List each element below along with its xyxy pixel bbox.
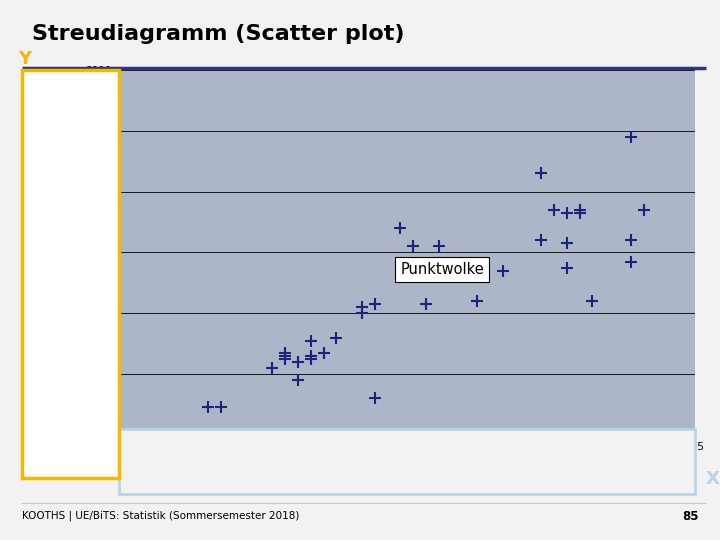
Text: Streudiagramm (Scatter plot): Streudiagramm (Scatter plot) — [32, 24, 405, 44]
X-axis label: Körpergröße: Körpergröße — [370, 477, 444, 490]
Point — [548, 206, 559, 214]
Point — [420, 300, 432, 308]
Point — [625, 133, 636, 141]
Text: Y: Y — [18, 50, 31, 68]
Point — [330, 333, 342, 342]
Point — [279, 354, 291, 363]
Text: X: X — [706, 470, 719, 488]
Point — [279, 352, 291, 360]
Point — [266, 363, 278, 372]
Point — [625, 236, 636, 245]
Point — [497, 266, 508, 275]
Point — [202, 403, 214, 411]
Point — [561, 264, 572, 272]
Point — [292, 357, 304, 366]
Point — [356, 303, 368, 312]
Point — [305, 352, 317, 360]
Point — [408, 242, 419, 251]
Point — [574, 208, 585, 217]
Point — [536, 236, 547, 245]
Point — [536, 169, 547, 178]
Point — [574, 206, 585, 214]
Text: 85: 85 — [682, 510, 698, 523]
Point — [318, 348, 329, 357]
Y-axis label: Lungenvolumen: Lungenvolumen — [69, 211, 78, 294]
Point — [369, 300, 381, 308]
Point — [638, 206, 649, 214]
Point — [561, 208, 572, 217]
Text: KOOTHS | UE/BiTS: Statistik (Sommersemester 2018): KOOTHS | UE/BiTS: Statistik (Sommersemes… — [22, 510, 299, 521]
Point — [292, 376, 304, 384]
Point — [369, 394, 381, 403]
Point — [625, 257, 636, 266]
Point — [305, 336, 317, 345]
Point — [356, 309, 368, 318]
Point — [215, 403, 227, 411]
Point — [472, 296, 483, 305]
Point — [305, 354, 317, 363]
Point — [561, 239, 572, 248]
Point — [395, 224, 406, 232]
Point — [587, 296, 598, 305]
Text: Punktwolke: Punktwolke — [400, 262, 484, 276]
Point — [433, 242, 444, 251]
Point — [279, 348, 291, 357]
